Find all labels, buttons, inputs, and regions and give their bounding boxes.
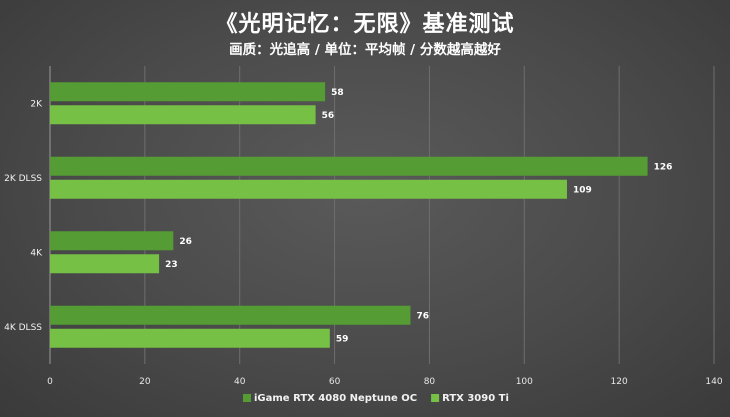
- data-label: 126: [654, 162, 673, 172]
- legend-label: iGame RTX 4080 Neptune OC: [254, 393, 417, 404]
- data-label: 23: [165, 260, 178, 270]
- bar: [50, 305, 411, 325]
- category-label: 2K: [30, 99, 43, 109]
- bar: [50, 156, 648, 176]
- bar: [50, 82, 326, 102]
- data-label: 109: [573, 185, 592, 195]
- category-label: 4K DLSS: [4, 323, 42, 333]
- x-tick-label: 40: [234, 377, 246, 387]
- x-tick-label: 140: [705, 377, 722, 387]
- chart-title: 《光明记忆：无限》基准测试: [215, 11, 515, 37]
- data-label: 59: [336, 334, 349, 344]
- bar: [50, 105, 316, 125]
- x-tick-label: 20: [139, 377, 151, 387]
- chart-subtitle: 画质：光追高 / 单位：平均帧 / 分数越高越好: [229, 42, 501, 58]
- data-label: 56: [322, 111, 335, 121]
- legend-label: RTX 3090 Ti: [442, 393, 509, 404]
- x-tick-label: 120: [611, 377, 628, 387]
- x-tick-label: 100: [516, 377, 533, 387]
- data-label: 76: [416, 311, 429, 321]
- bar: [50, 254, 160, 274]
- data-label: 26: [179, 237, 192, 247]
- legend-swatch: [243, 394, 251, 402]
- x-tick-label: 0: [47, 377, 53, 387]
- data-label: 58: [331, 88, 344, 98]
- x-tick-label: 80: [424, 377, 436, 387]
- legend-swatch: [431, 394, 440, 402]
- x-tick-label: 60: [329, 377, 341, 387]
- bar: [50, 328, 330, 348]
- bar: [50, 179, 567, 199]
- category-label: 4K: [30, 248, 43, 258]
- category-label: 2K DLSS: [4, 174, 42, 184]
- bar: [50, 231, 174, 251]
